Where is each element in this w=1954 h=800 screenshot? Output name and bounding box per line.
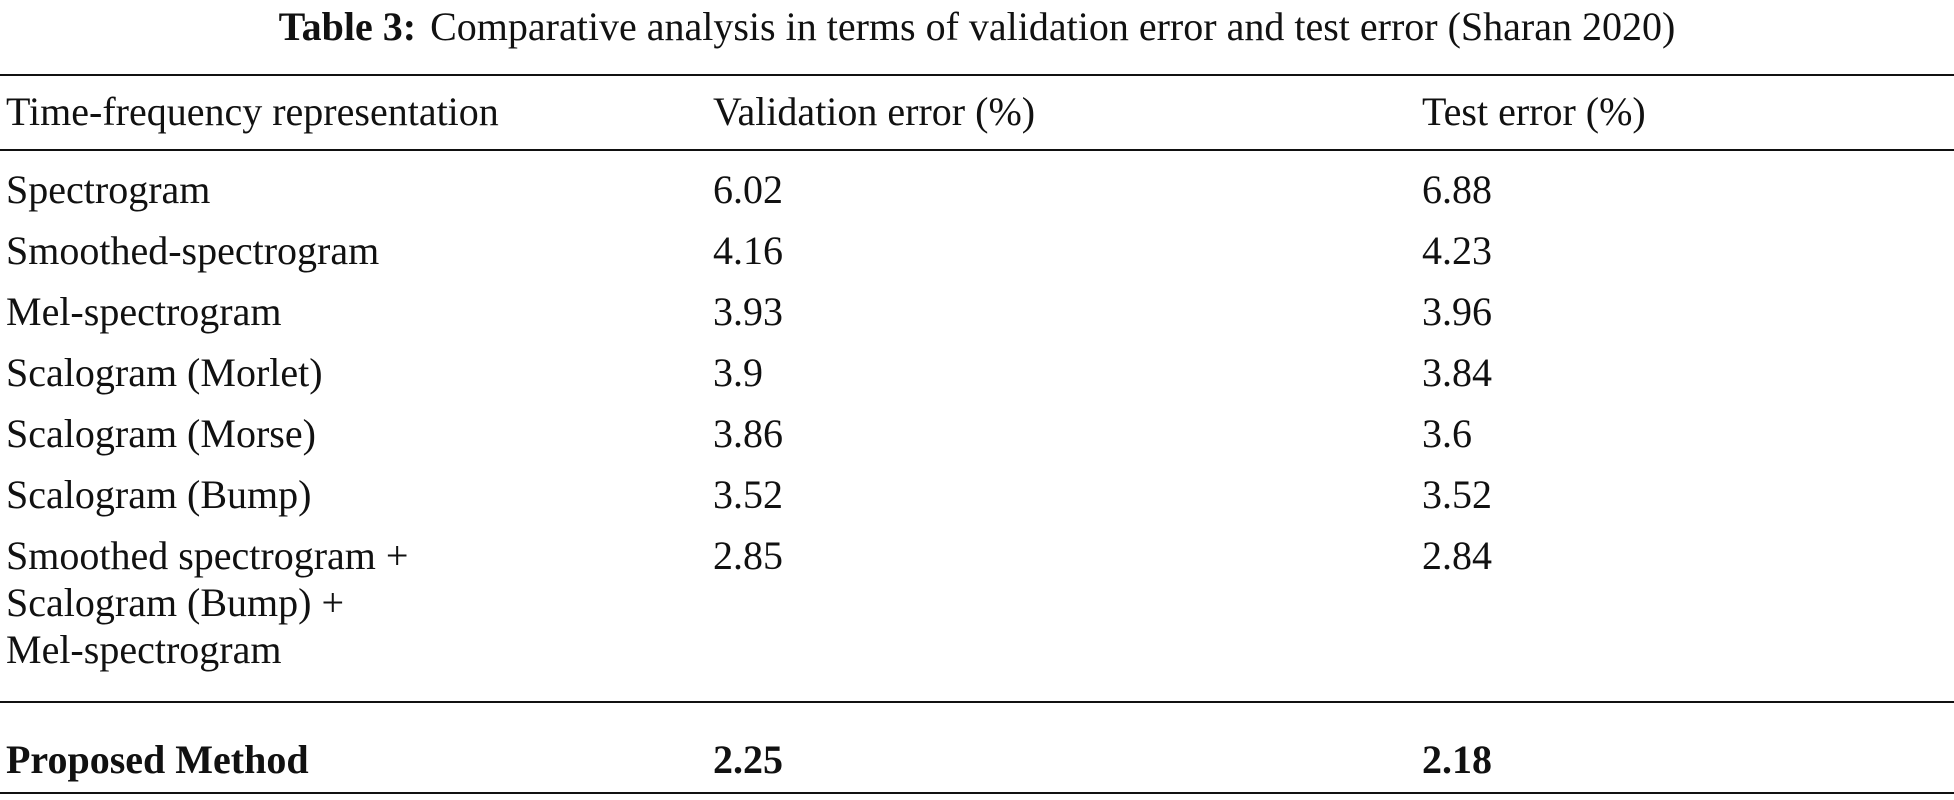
caption-label: Table 3: xyxy=(279,4,416,49)
row-label: Proposed Method xyxy=(6,737,309,782)
cell-value: 2.18 xyxy=(1422,737,1492,782)
cell-value: 4.16 xyxy=(713,228,783,273)
cell-value: 4.23 xyxy=(1422,228,1492,273)
cell-value: 3.52 xyxy=(713,472,783,517)
column-header: Test error (%) xyxy=(1422,89,1646,134)
row-label: Mel-spectrogram xyxy=(6,627,281,672)
row-label: Scalogram (Morse) xyxy=(6,411,316,456)
row-label: Spectrogram xyxy=(6,167,210,212)
table-caption: Table 3: Comparative analysis in terms of… xyxy=(279,4,1676,49)
row-label: Mel-spectrogram xyxy=(6,289,281,334)
cell-value: 3.93 xyxy=(713,289,783,334)
cell-value: 6.02 xyxy=(713,167,783,212)
row-label: Smoothed spectrogram + xyxy=(6,533,408,578)
cell-value: 2.84 xyxy=(1422,533,1492,578)
row-label: Smoothed-spectrogram xyxy=(6,228,379,273)
cell-value: 3.9 xyxy=(713,350,763,395)
cell-value: 2.85 xyxy=(713,533,783,578)
cell-value: 3.96 xyxy=(1422,289,1492,334)
row-label: Scalogram (Bump) xyxy=(6,472,312,517)
cell-value: 3.86 xyxy=(713,411,783,456)
caption-text: Comparative analysis in terms of validat… xyxy=(430,4,1675,49)
row-label: Scalogram (Bump) + xyxy=(6,580,344,625)
column-header: Time-frequency representation xyxy=(6,89,499,134)
cell-value: 6.88 xyxy=(1422,167,1492,212)
cell-value: 3.52 xyxy=(1422,472,1492,517)
cell-value: 2.25 xyxy=(713,737,783,782)
row-label: Scalogram (Morlet) xyxy=(6,350,323,395)
cell-value: 3.6 xyxy=(1422,411,1472,456)
cell-value: 3.84 xyxy=(1422,350,1492,395)
column-header: Validation error (%) xyxy=(713,89,1035,134)
